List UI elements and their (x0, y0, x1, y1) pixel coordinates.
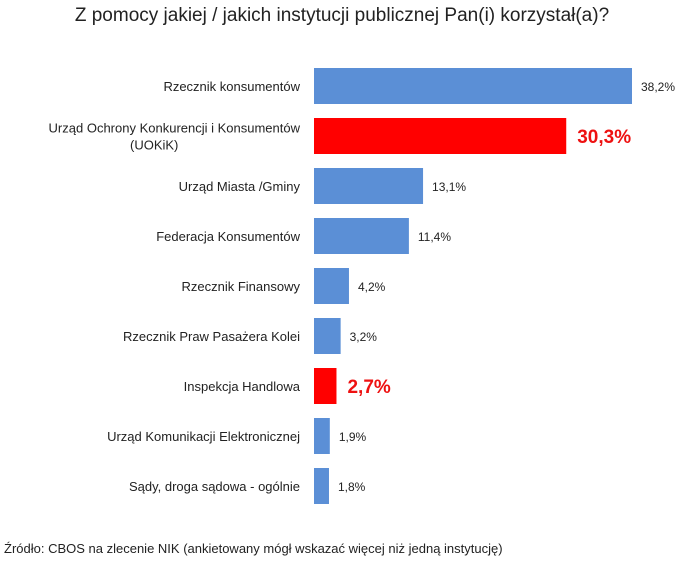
value-label: 13,1% (432, 180, 466, 194)
value-label: 30,3% (577, 127, 631, 148)
category-label: Federacja Konsumentów (156, 229, 300, 244)
bar-5 (314, 268, 349, 304)
value-label: 4,2% (358, 280, 386, 294)
value-label: 1,8% (338, 480, 366, 494)
bar-8 (314, 418, 330, 454)
category-label: Urząd Komunikacji Elektronicznej (107, 429, 300, 444)
bar-6 (314, 318, 341, 354)
category-label: Rzecznik konsumentów (163, 79, 300, 94)
value-label: 1,9% (339, 430, 367, 444)
category-label: Urząd Miasta /Gminy (179, 179, 301, 194)
chart-title: Z pomocy jakiej / jakich instytucji publ… (74, 5, 610, 26)
bar-2 (314, 118, 567, 154)
value-label: 11,4% (418, 230, 451, 244)
category-label: Sądy, droga sądowa - ogólnie (129, 479, 300, 494)
bar-3 (314, 168, 424, 204)
category-label: Urząd Ochrony Konkurencji i Konsumentów(… (49, 121, 301, 153)
value-label: 38,2% (641, 80, 675, 94)
category-label: Rzecznik Praw Pasażera Kolei (123, 329, 300, 344)
category-label: Inspekcja Handlowa (184, 379, 301, 394)
bar-7 (314, 368, 337, 404)
bar-4 (314, 218, 409, 254)
value-label: 3,2% (350, 330, 378, 344)
category-label: Rzecznik Finansowy (182, 279, 301, 294)
value-label: 2,7% (347, 377, 390, 398)
bar-9 (314, 468, 329, 504)
bar-1 (314, 68, 632, 104)
source-note: Źródło: CBOS na zlecenie NIK (ankietowan… (4, 541, 503, 556)
